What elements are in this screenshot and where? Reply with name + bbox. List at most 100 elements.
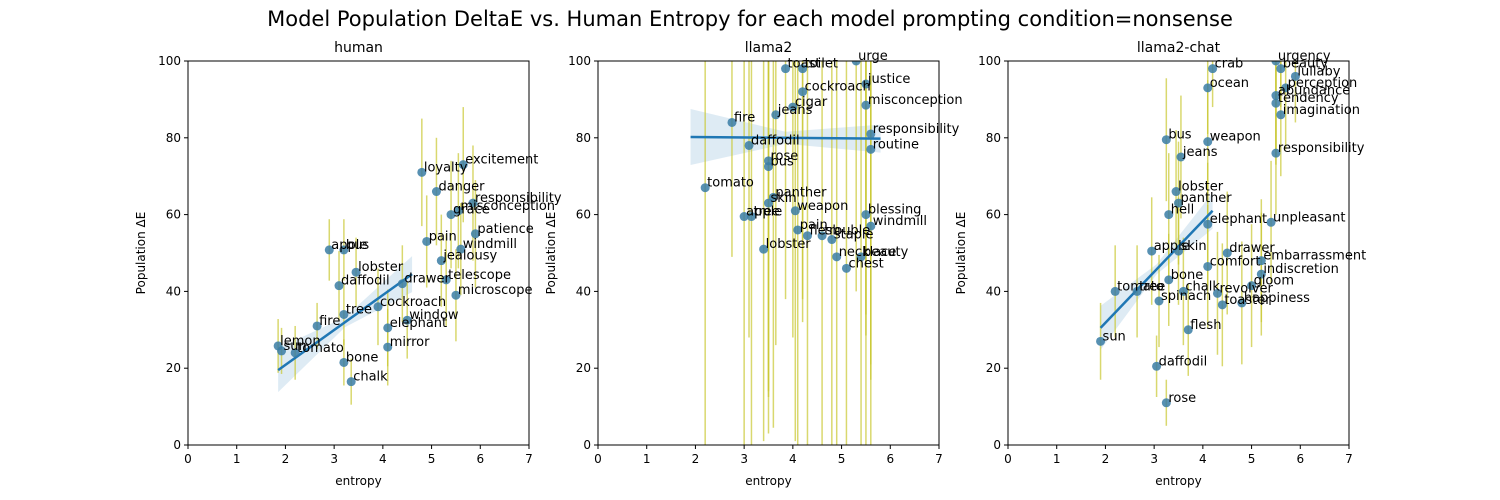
- point-label-16: microscope: [458, 283, 533, 298]
- data-point-1: [1110, 286, 1120, 296]
- data-point-26: [1256, 269, 1266, 279]
- data-point-33: [1281, 83, 1291, 93]
- data-point-18: [771, 110, 781, 120]
- data-point-24: [866, 144, 876, 154]
- point-label-18: excitement: [465, 153, 538, 168]
- point-label-24: routine: [873, 137, 919, 152]
- x-tick-label-0: 0: [1004, 452, 1012, 466]
- point-label-22: danger: [438, 180, 485, 195]
- data-point-7: [1164, 275, 1174, 285]
- point-label-7: bone: [346, 350, 378, 365]
- y-tick-label-5: 100: [978, 54, 1001, 68]
- point-label-12: panther: [1181, 191, 1233, 206]
- data-point-1: [727, 117, 737, 127]
- data-point-31: [1271, 91, 1281, 101]
- point-label-17: drawer: [404, 272, 450, 287]
- point-label-21: loyalty: [424, 160, 468, 175]
- data-point-11: [793, 225, 803, 235]
- point-label-19: responsibility: [475, 191, 562, 206]
- data-point-34: [1276, 64, 1286, 74]
- x-tick-label-1: 1: [1053, 452, 1061, 466]
- point-label-23: toaster: [1224, 293, 1271, 308]
- point-label-28: beauty: [863, 245, 909, 260]
- point-label-1: fire: [734, 110, 755, 125]
- point-label-23: grace: [453, 203, 490, 218]
- point-label-25: blessing: [868, 203, 922, 218]
- data-point-2: [744, 140, 754, 150]
- data-point-15: [441, 275, 451, 285]
- point-label-17: urge: [858, 49, 888, 64]
- data-point-21: [861, 79, 871, 89]
- data-point-15: [781, 64, 791, 74]
- data-point-6: [746, 212, 756, 222]
- data-point-4: [1154, 296, 1164, 306]
- y-tick-label-2: 40: [166, 284, 181, 298]
- point-label-29: responsibility: [1278, 141, 1365, 156]
- data-point-19: [788, 102, 798, 112]
- x-tick-label-7: 7: [525, 452, 533, 466]
- data-point-27: [1256, 256, 1266, 266]
- data-point-9: [768, 192, 778, 202]
- x-axis-label: entropy: [745, 474, 791, 488]
- data-point-0: [700, 183, 710, 193]
- point-label-1: tomato: [1117, 279, 1164, 294]
- point-label-3: fire: [319, 314, 340, 329]
- data-point-29: [1271, 148, 1281, 158]
- point-label-8: chalk: [1185, 279, 1220, 294]
- point-label-19: cigar: [795, 95, 828, 110]
- regression-line: [690, 135, 881, 140]
- data-point-15: [1176, 152, 1186, 162]
- x-tick-label-4: 4: [789, 452, 797, 466]
- regression-line: [277, 273, 413, 372]
- point-label-8: chalk: [353, 370, 388, 385]
- data-point-9: [1183, 325, 1193, 335]
- point-label-14: staple: [834, 228, 874, 243]
- data-point-28: [856, 252, 866, 262]
- x-tick-label-1: 1: [643, 452, 651, 466]
- x-tick-label-5: 5: [428, 452, 436, 466]
- point-label-22: revolver: [1219, 281, 1273, 296]
- point-label-10: lobster: [358, 260, 404, 275]
- x-tick-label-6: 6: [886, 452, 894, 466]
- data-point-14: [1161, 135, 1171, 145]
- y-tick-label-5: 100: [568, 54, 591, 68]
- point-label-24: happiness: [1244, 291, 1310, 306]
- data-point-26: [866, 221, 876, 231]
- data-point-12: [1174, 198, 1183, 208]
- point-label-22: misconception: [868, 93, 963, 108]
- data-point-20: [798, 87, 808, 97]
- point-label-25: gloom: [1254, 274, 1294, 289]
- point-label-6: tree: [753, 205, 779, 220]
- point-label-14: bus: [1168, 128, 1191, 143]
- point-label-26: windmill: [873, 214, 927, 229]
- x-tick-label-4: 4: [379, 452, 387, 466]
- data-point-18: [458, 160, 468, 170]
- data-point-3: [1147, 246, 1157, 256]
- point-label-1: sun: [284, 339, 307, 354]
- point-label-6: tree: [346, 302, 372, 317]
- data-point-19: [468, 198, 478, 208]
- point-label-21: comfort: [1210, 254, 1261, 269]
- x-axis-label: entropy: [335, 474, 381, 488]
- point-label-7: bone: [1171, 268, 1203, 283]
- point-label-16: ocean: [1210, 76, 1249, 91]
- x-tick-label-7: 7: [1345, 452, 1353, 466]
- y-axis-label: Population ΔE: [544, 212, 558, 295]
- point-label-5: apple: [746, 205, 782, 220]
- point-label-20: drawer: [1229, 241, 1275, 256]
- data-point-16: [451, 290, 461, 300]
- point-label-19: elephant: [1210, 212, 1267, 227]
- point-label-11: cockroach: [380, 295, 446, 310]
- point-label-12: elephant: [390, 316, 447, 331]
- point-label-26: pain: [429, 229, 457, 244]
- point-label-20: cockroach: [805, 80, 871, 95]
- y-tick-label-4: 80: [166, 131, 181, 145]
- x-tick-label-0: 0: [184, 452, 192, 466]
- point-label-2: daffodil: [751, 133, 800, 148]
- point-label-13: lobster: [1178, 180, 1224, 195]
- data-point-32: [1271, 98, 1281, 108]
- plot-area: [1096, 61, 1300, 426]
- data-point-12: [802, 231, 812, 241]
